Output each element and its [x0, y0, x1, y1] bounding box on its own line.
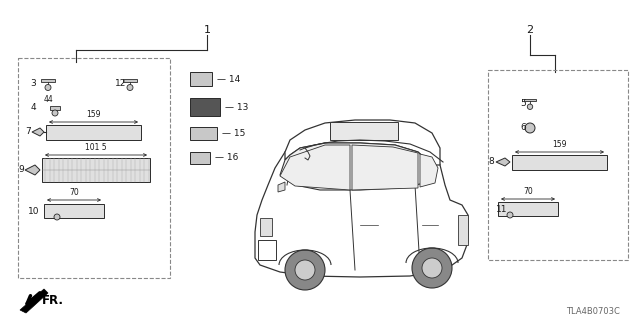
Bar — [52, 210, 62, 214]
Text: — 14: — 14 — [217, 75, 240, 84]
Text: 101 5: 101 5 — [85, 143, 107, 152]
Text: — 13: — 13 — [225, 102, 248, 111]
Text: TLA4B0703C: TLA4B0703C — [566, 308, 620, 316]
Circle shape — [422, 258, 442, 278]
Polygon shape — [420, 154, 438, 187]
Text: 2: 2 — [527, 25, 534, 35]
Bar — [330, 122, 398, 140]
Text: 11: 11 — [496, 205, 508, 214]
Polygon shape — [20, 289, 48, 313]
Text: 44: 44 — [43, 94, 53, 103]
Bar — [190, 72, 212, 86]
Bar — [46, 125, 141, 140]
Bar — [18, 58, 170, 278]
Text: 7: 7 — [25, 127, 31, 137]
Text: FR.: FR. — [42, 293, 64, 307]
Text: 12: 12 — [115, 79, 126, 89]
Circle shape — [45, 84, 51, 91]
Circle shape — [295, 260, 315, 280]
Text: — 15: — 15 — [222, 129, 245, 138]
Polygon shape — [278, 182, 285, 192]
Bar — [123, 78, 137, 82]
Polygon shape — [280, 145, 350, 190]
Circle shape — [54, 214, 60, 220]
Text: 8: 8 — [488, 157, 493, 166]
Text: 5: 5 — [520, 100, 525, 108]
Bar — [512, 155, 607, 170]
Bar — [44, 204, 104, 218]
Bar — [42, 158, 150, 182]
Polygon shape — [32, 128, 44, 136]
Bar — [260, 218, 272, 236]
Circle shape — [412, 248, 452, 288]
Text: 159: 159 — [552, 140, 567, 149]
Text: 6: 6 — [520, 124, 525, 132]
Text: — 16: — 16 — [215, 154, 238, 163]
Text: 9: 9 — [18, 165, 24, 174]
Polygon shape — [255, 127, 468, 277]
Bar — [505, 208, 515, 212]
Text: 3: 3 — [30, 79, 36, 89]
Bar — [458, 215, 468, 245]
Circle shape — [527, 104, 532, 109]
Bar — [190, 98, 220, 116]
Polygon shape — [496, 158, 510, 166]
Bar — [258, 240, 276, 260]
Circle shape — [127, 84, 133, 91]
Text: 70: 70 — [69, 188, 79, 197]
Bar — [190, 127, 217, 140]
Text: 4: 4 — [31, 103, 36, 113]
Bar — [498, 202, 558, 216]
Polygon shape — [25, 165, 40, 175]
Bar — [190, 152, 210, 164]
Bar — [50, 106, 60, 110]
Polygon shape — [352, 145, 418, 190]
Polygon shape — [280, 143, 435, 190]
Text: 1: 1 — [204, 25, 211, 35]
Text: 70: 70 — [523, 187, 533, 196]
Text: 10: 10 — [28, 207, 40, 217]
Circle shape — [285, 250, 325, 290]
Bar — [524, 99, 536, 101]
Circle shape — [507, 212, 513, 218]
Circle shape — [52, 110, 58, 116]
Circle shape — [525, 123, 535, 133]
Text: 159: 159 — [86, 110, 100, 119]
Bar — [41, 78, 55, 82]
Polygon shape — [285, 120, 440, 165]
Bar — [488, 70, 628, 260]
